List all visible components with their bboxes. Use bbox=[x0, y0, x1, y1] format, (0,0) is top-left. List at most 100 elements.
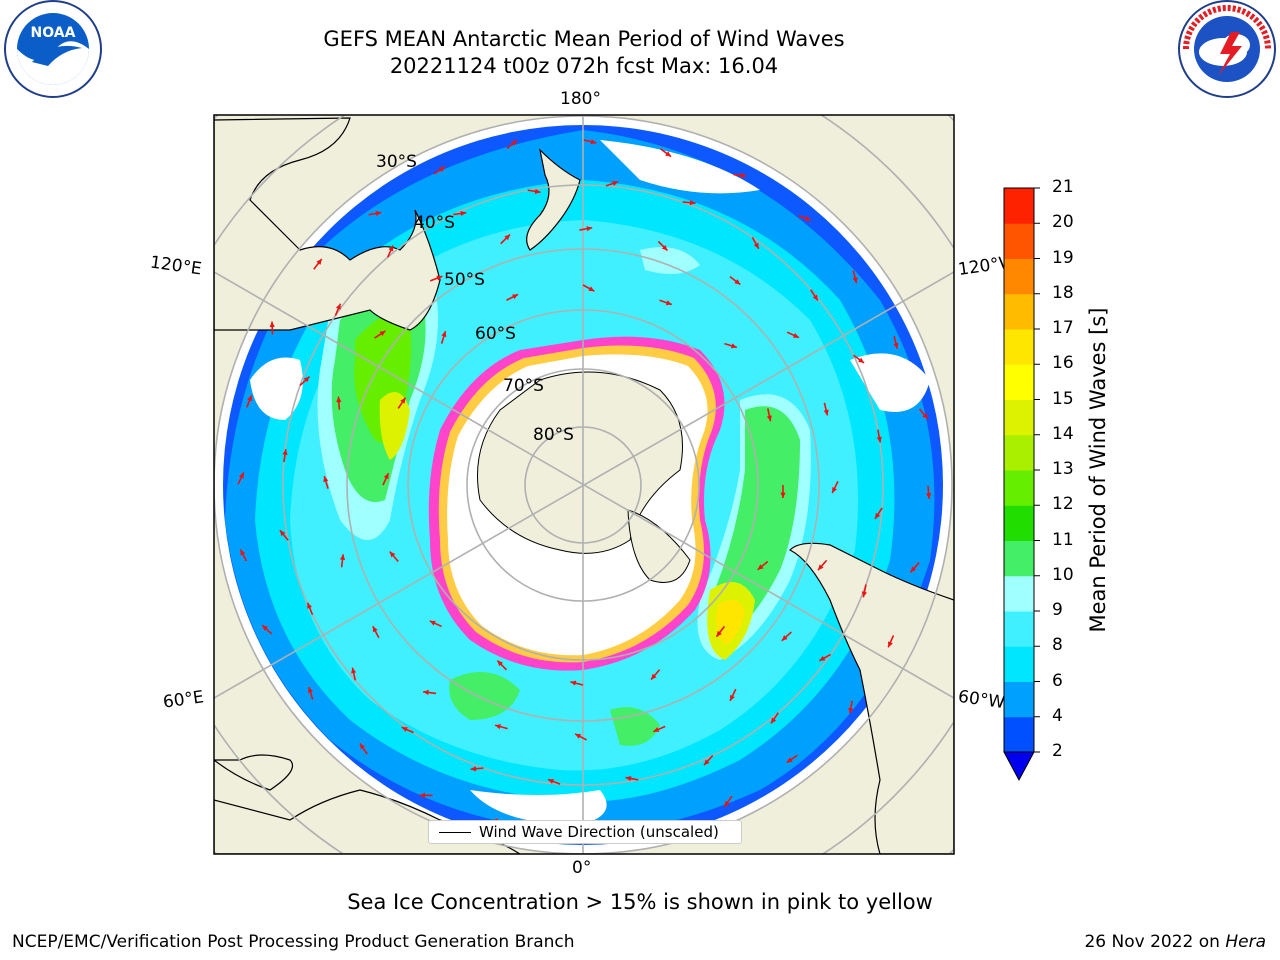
wave-direction-arrowhead bbox=[893, 342, 899, 349]
wave-direction-arrowhead bbox=[534, 188, 541, 194]
wave-direction-arrowhead bbox=[336, 396, 342, 403]
wave-direction-arrowhead bbox=[495, 724, 501, 730]
wave-direction-arrowhead bbox=[792, 332, 799, 338]
wave-direction-arrowhead bbox=[436, 275, 443, 281]
wave-direction-arrowhead bbox=[588, 286, 595, 292]
chart-subtitle: 20221124 t00z 072h fcst Max: 16.04 bbox=[389, 54, 779, 78]
lat-label-80s: 80°S bbox=[533, 425, 574, 445]
wave-direction-arrowhead bbox=[876, 436, 882, 443]
wave-direction-arrowhead bbox=[429, 620, 436, 626]
colorbar-tick-label: 10 bbox=[1052, 564, 1074, 585]
wave-direction-arrowhead bbox=[757, 564, 764, 570]
colorbar-segment bbox=[1004, 293, 1034, 330]
colorbar-tick-label: 4 bbox=[1052, 705, 1063, 726]
lon-label-0: 0° bbox=[572, 858, 592, 878]
wave-direction-arrowhead bbox=[832, 487, 837, 494]
wave-direction-arrowhead bbox=[575, 733, 582, 739]
legend-line bbox=[439, 832, 471, 833]
colorbar-tick-label: 13 bbox=[1052, 459, 1074, 479]
colorbar-segment bbox=[1004, 505, 1034, 541]
wave-direction-arrowhead bbox=[804, 215, 811, 221]
colorbar-segment bbox=[1004, 434, 1034, 471]
wave-direction-arrowhead bbox=[400, 397, 406, 404]
wave-direction-arrowhead bbox=[716, 630, 722, 637]
legend-label: Wind Wave Direction (unscaled) bbox=[479, 823, 719, 841]
wave-direction-arrowhead bbox=[282, 449, 288, 455]
wave-direction-arrowhead bbox=[819, 655, 826, 661]
wave-direction-arrowhead bbox=[379, 330, 386, 337]
wave-direction-arrowhead bbox=[858, 357, 865, 363]
new-zealand bbox=[526, 148, 581, 251]
colorbar-segment bbox=[1004, 470, 1034, 506]
colorbar-under-arrow bbox=[1003, 751, 1035, 782]
colorbar-segment bbox=[1004, 329, 1034, 365]
wave-direction-arrowhead bbox=[651, 673, 657, 680]
wave-direction-arrowhead bbox=[262, 625, 268, 631]
noaa-logo-icon: NOAA bbox=[4, 0, 102, 98]
wave-direction-arrowhead bbox=[818, 564, 824, 571]
sea-ice-note: Sea Ice Concentration > 15% is shown in … bbox=[347, 890, 933, 914]
wave-direction-arrowhead bbox=[703, 759, 710, 766]
colorbar-tick-label: 15 bbox=[1052, 388, 1074, 409]
graticule bbox=[214, 115, 954, 854]
wave-direction-arrowhead bbox=[570, 680, 577, 686]
colorbar bbox=[1003, 187, 1040, 782]
wave-direction-arrowhead bbox=[460, 210, 467, 217]
wave-direction-arrowhead bbox=[665, 151, 672, 157]
wave-direction-arrowhead bbox=[861, 591, 867, 598]
wave-direction-arrowhead bbox=[771, 717, 777, 724]
australia bbox=[214, 117, 441, 331]
antarctica bbox=[428, 336, 725, 671]
lat-label-60s: 60°S bbox=[475, 324, 516, 344]
madagascar bbox=[214, 754, 294, 791]
wave-direction-arrowhead bbox=[910, 566, 917, 573]
wave-direction-arrowhead bbox=[724, 800, 730, 807]
wave-direction-arrowhead bbox=[665, 300, 672, 306]
producer-credit: NCEP/EMC/Verification Post Processing Pr… bbox=[12, 932, 575, 952]
wave-direction-arrowhead bbox=[497, 660, 503, 667]
colorbar-segment bbox=[1004, 399, 1034, 436]
wave-direction-arrowhead bbox=[781, 635, 788, 641]
wave-direction-arrowhead bbox=[875, 512, 881, 519]
wave-direction-arrowhead bbox=[423, 689, 429, 696]
wave-direction-arrowhead bbox=[922, 413, 928, 419]
noaa-logo-text: NOAA bbox=[31, 25, 76, 41]
wave-direction-arrowhead bbox=[888, 641, 893, 648]
wave-direction-arrowhead bbox=[247, 395, 253, 402]
colorbar-segment bbox=[1004, 364, 1034, 400]
colorbar-tick-label: 9 bbox=[1052, 600, 1063, 620]
wave-direction-arrowhead bbox=[307, 602, 313, 609]
wave-direction-arrowhead bbox=[823, 409, 829, 416]
colorbar-segment bbox=[1004, 681, 1034, 718]
wave-direction-arrowhead bbox=[511, 140, 518, 146]
wave-direction-arrowhead bbox=[383, 473, 389, 480]
colorbar-tick-label: 2 bbox=[1052, 741, 1063, 761]
wave-direction-arrowhead bbox=[586, 226, 593, 232]
wave-direction-arrowhead bbox=[335, 303, 341, 310]
wave-direction-arrowhead bbox=[547, 778, 554, 784]
colorbar-tick-label: 16 bbox=[1052, 353, 1074, 374]
colorbar-segment bbox=[1004, 646, 1034, 682]
wave-direction-arrowhead bbox=[730, 343, 737, 349]
colorbar-tick-label: 11 bbox=[1052, 529, 1074, 550]
wave-direction-arrowhead bbox=[848, 707, 854, 714]
wave-direction-arrowhead bbox=[388, 245, 394, 252]
chart-title: GEFS MEAN Antarctic Mean Period of Wind … bbox=[323, 27, 845, 51]
wave-direction-arrowhead bbox=[470, 766, 477, 772]
wave-direction-arrowhead bbox=[740, 172, 747, 178]
wave-direction-arrowhead bbox=[307, 687, 313, 694]
wave-direction-arrowhead bbox=[780, 492, 786, 498]
wave-direction-arrowhead bbox=[375, 210, 382, 217]
wave-direction-arrowhead bbox=[653, 727, 660, 732]
wave-direction-arrowhead bbox=[339, 554, 346, 560]
wave-direction-arrowhead bbox=[689, 200, 696, 206]
wave-direction-arrowhead bbox=[323, 476, 329, 483]
wave-direction-arrowhead bbox=[734, 279, 741, 285]
wave-direction-arrowhead bbox=[316, 258, 322, 265]
colorbar-tick-label: 18 bbox=[1052, 282, 1074, 303]
wave-direction-arrowhead bbox=[612, 180, 619, 186]
lon-label-180: 180° bbox=[560, 89, 601, 109]
wave-direction-arrowhead bbox=[279, 530, 286, 537]
colorbar-segment bbox=[1004, 188, 1034, 224]
